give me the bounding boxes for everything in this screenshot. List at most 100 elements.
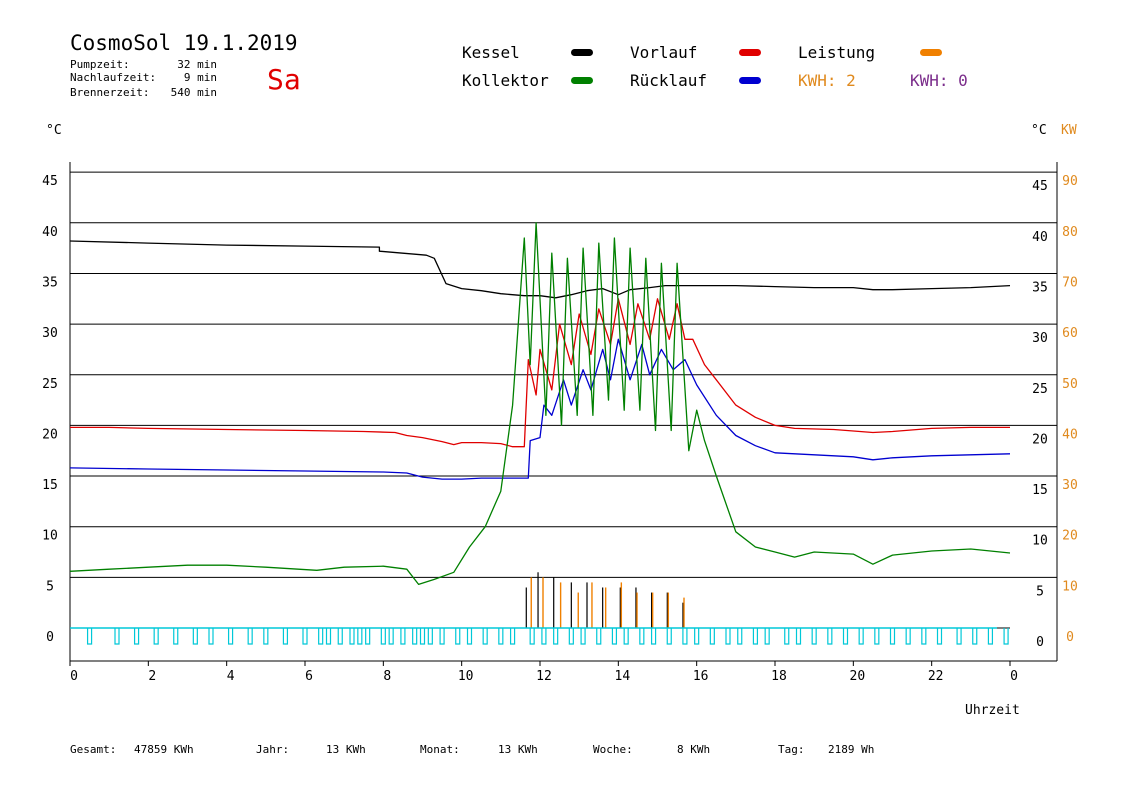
pump-pulse — [596, 628, 602, 645]
kwh-other-label: KWH: 0 — [910, 71, 968, 90]
pump-pulse — [282, 628, 289, 645]
pump-pulse — [784, 628, 790, 645]
legend: Kessel Vorlauf Leistung Kollektor Rückla… — [462, 43, 968, 90]
y-tick-right-c: 35 — [1032, 280, 1048, 295]
y-tick-left: 15 — [42, 478, 58, 493]
right-unit-c-label: °C — [1031, 123, 1047, 138]
y-tick-right-kw: 50 — [1062, 377, 1078, 392]
legend-leistung-swatch — [920, 49, 942, 56]
y-tick-right-c: 15 — [1032, 483, 1048, 498]
x-tick-label: 6 — [305, 669, 313, 684]
pump-pulse — [623, 628, 629, 645]
y-tick-right-kw: 70 — [1062, 275, 1078, 290]
pump-pulse — [357, 628, 363, 645]
pump-pulse — [208, 628, 214, 645]
pump-pulse — [842, 628, 849, 645]
x-axis-title: Uhrzeit — [965, 703, 1020, 718]
y-tick-right-c: 10 — [1032, 534, 1048, 549]
x-tick-label: 0 — [70, 669, 78, 684]
y-tick-left: 0 — [46, 630, 54, 645]
legend-leistung-label: Leistung — [798, 43, 875, 62]
y-tick-right-kw: 80 — [1062, 225, 1078, 240]
series-line-kollektor — [69, 222, 1011, 586]
legend-kollektor-label: Kollektor — [462, 71, 549, 90]
footer-jahr-value: 13 KWh — [326, 743, 366, 756]
series-line-ruecklauf — [69, 338, 1011, 480]
brennerzeit-value: 540 min — [171, 86, 217, 99]
pump-signal — [70, 627, 1009, 645]
y-tick-left: 10 — [42, 529, 58, 544]
y-tick-right-c: 45 — [1032, 179, 1048, 194]
brennerzeit-label: Brennerzeit: — [70, 86, 149, 99]
pump-pulse — [466, 628, 473, 645]
pump-pulse — [752, 628, 759, 645]
info-block: Pumpzeit: 32 min Nachlaufzeit: 9 min Bre… — [70, 58, 217, 99]
nachlaufzeit-value: 9 min — [184, 71, 217, 84]
y-tick-left: 20 — [42, 427, 58, 442]
pump-pulse — [725, 628, 731, 645]
pump-pulse — [541, 628, 547, 645]
footer-gesamt-value: 47859 KWh — [134, 743, 194, 756]
power-bars — [525, 572, 685, 628]
pump-pulse — [419, 628, 426, 645]
footer-jahr-label: Jahr: — [256, 743, 289, 756]
right-unit-kw-label: KW — [1061, 123, 1077, 138]
y-tick-right-c: 40 — [1032, 230, 1048, 245]
pump-pulse — [86, 628, 93, 645]
y-tick-right-kw: 30 — [1062, 478, 1078, 493]
pump-pulse — [427, 628, 433, 645]
pump-pulse — [639, 628, 645, 645]
footer-monat-label: Monat: — [420, 743, 460, 756]
y-tick-left: 45 — [42, 174, 58, 189]
pump-pulse — [694, 628, 700, 645]
series-lines — [69, 222, 1011, 586]
x-tick-label: 14 — [615, 669, 631, 684]
y-tick-left: 5 — [46, 579, 54, 594]
kwh-solar-label: KWH: 2 — [798, 71, 856, 90]
y-tick-left: 35 — [42, 275, 58, 290]
footer-woche-label: Woche: — [593, 743, 633, 756]
pump-pulse — [529, 628, 535, 645]
pump-pulse — [905, 628, 911, 645]
x-tick-label: 22 — [928, 669, 944, 684]
footer-monat-value: 13 KWh — [498, 743, 538, 756]
x-tick-label: 12 — [536, 669, 552, 684]
x-tick-label: 20 — [850, 669, 866, 684]
y-tick-left: 25 — [42, 377, 58, 392]
pump-pulse — [349, 628, 355, 645]
pump-pulse — [709, 628, 715, 645]
pump-pulse — [325, 628, 332, 645]
pump-pulse — [580, 628, 586, 645]
pump-pulse — [482, 628, 488, 645]
pump-pulse — [365, 628, 371, 645]
y-tick-right-c: 30 — [1032, 331, 1048, 346]
pump-pulse — [972, 628, 978, 645]
pump-pulse — [173, 628, 179, 645]
pump-pulse — [987, 628, 994, 645]
pump-pulse — [682, 628, 688, 645]
pump-pulse — [666, 628, 672, 645]
pump-pulse — [650, 628, 657, 645]
pump-pulse — [439, 628, 445, 645]
x-tick-label: 10 — [458, 669, 474, 684]
footer-gesamt-label: Gesamt: — [70, 743, 116, 756]
y-ticks-right: 0 0 5 10 10 20 15 30 20 40 25 50 30 60 35 70 40 80 45 90 — [1032, 174, 1078, 650]
legend-kessel-label: Kessel — [462, 43, 520, 62]
y-tick-right-kw: 60 — [1062, 326, 1078, 341]
y-tick-left: 30 — [42, 326, 58, 341]
pump-pulse — [227, 628, 234, 645]
pump-pulse — [114, 628, 120, 645]
footer-woche-value: 8 KWh — [677, 743, 710, 756]
pump-pulse — [568, 628, 574, 645]
y-ticks-left: 0 5 10 15 20 25 30 35 40 45 — [42, 174, 58, 645]
pump-pulse — [263, 628, 269, 645]
footer-tag-value: 2189 Wh — [828, 743, 874, 756]
pumpzeit-value: 32 min — [177, 58, 217, 71]
plot-frame — [69, 162, 1058, 662]
pump-pulse — [400, 628, 406, 645]
pump-pulse — [153, 628, 159, 645]
pump-pulse — [764, 628, 770, 645]
x-tick-label: 8 — [383, 669, 391, 684]
y-tick-right-kw: 20 — [1062, 529, 1078, 544]
y-tick-right-kw: 40 — [1062, 427, 1078, 442]
